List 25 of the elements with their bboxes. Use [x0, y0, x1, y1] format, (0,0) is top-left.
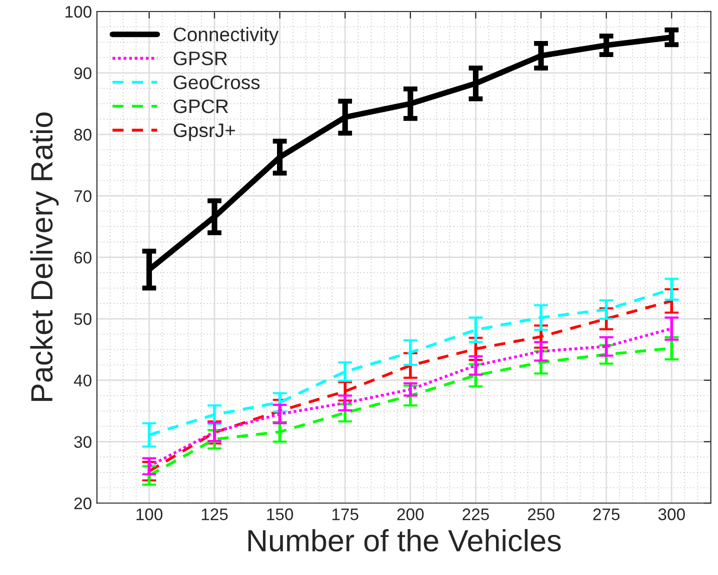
x-tick-label: 150 — [267, 508, 294, 520]
y-tick-label: 70 — [74, 190, 92, 202]
x-tick-label: 200 — [397, 508, 424, 520]
x-tick-label: 300 — [658, 508, 685, 520]
y-tick-label: 50 — [74, 313, 92, 325]
y-tick-label: 40 — [74, 374, 92, 386]
y-tick-label: 80 — [74, 128, 92, 141]
legend-label: Connectivity — [174, 27, 279, 46]
y-tick-label: 100 — [66, 6, 92, 18]
x-tick-label: 125 — [202, 508, 228, 520]
legend-label: GpsrJ+ — [174, 123, 236, 142]
x-tick-label: 275 — [593, 508, 620, 520]
y-tick-label: 30 — [74, 436, 92, 448]
x-tick-label: 225 — [462, 508, 489, 520]
y-tick-label: 20 — [74, 498, 92, 510]
legend-label: GPCR — [174, 99, 228, 114]
x-axis-title: Number of the Vehicles — [248, 529, 561, 552]
y-axis-title: Packet Delivery Ratio — [30, 112, 59, 401]
legend-label: GeoCross — [174, 75, 260, 90]
x-tick-label: 250 — [528, 508, 554, 520]
x-tick-label: 100 — [136, 508, 162, 520]
legend-label: GPSR — [174, 52, 227, 66]
y-tick-label: 90 — [74, 67, 92, 80]
y-tick-label: 60 — [74, 252, 92, 264]
x-tick-label: 175 — [332, 508, 358, 520]
